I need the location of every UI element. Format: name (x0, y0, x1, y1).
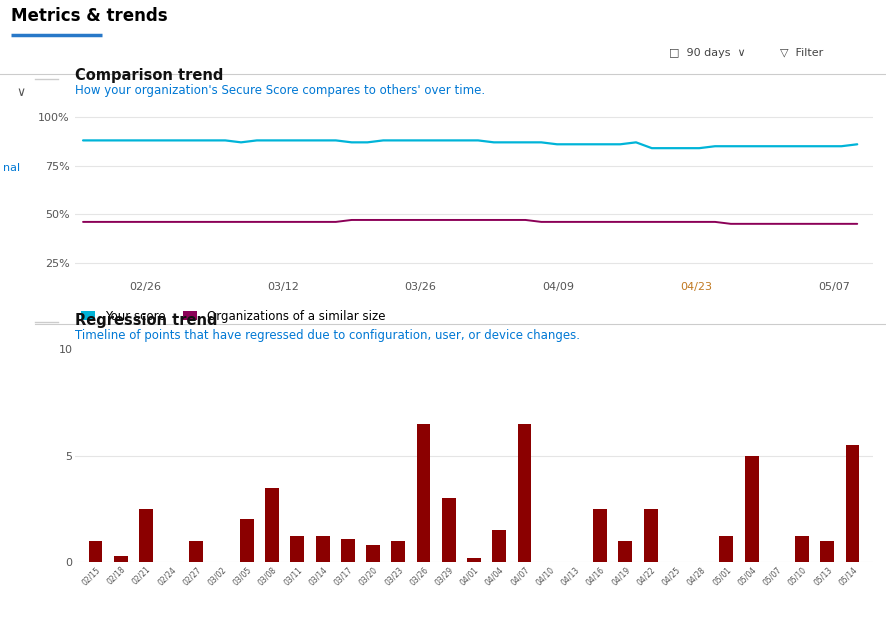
Bar (594, 509, 607, 562)
Bar (113, 556, 128, 562)
Bar (493, 530, 506, 562)
Text: Timeline of points that have regressed due to configuration, user, or device cha: Timeline of points that have regressed d… (75, 329, 580, 342)
Bar (416, 424, 431, 562)
Text: Regression trend: Regression trend (75, 312, 218, 328)
Bar (240, 519, 254, 562)
Bar (795, 537, 809, 562)
Bar (315, 537, 330, 562)
Bar (644, 509, 657, 562)
Bar (265, 488, 279, 562)
Bar (291, 537, 304, 562)
Text: Metrics & trends: Metrics & trends (11, 8, 167, 25)
Bar (845, 445, 859, 562)
Bar (719, 537, 734, 562)
Text: □  90 days  ∨: □ 90 days ∨ (669, 48, 745, 58)
Bar (467, 558, 481, 562)
Bar (392, 540, 405, 562)
Text: ▽  Filter: ▽ Filter (780, 48, 823, 58)
Bar (366, 545, 380, 562)
Bar (190, 540, 204, 562)
Bar (442, 498, 455, 562)
Bar (744, 456, 758, 562)
Legend: Your score, Organizations of a similar size: Your score, Organizations of a similar s… (82, 310, 385, 323)
Text: nal: nal (3, 163, 19, 173)
Bar (618, 540, 633, 562)
Bar (341, 538, 354, 562)
Bar (139, 509, 153, 562)
Text: ∨: ∨ (16, 86, 25, 98)
Bar (89, 540, 103, 562)
Text: Comparison trend: Comparison trend (75, 67, 223, 83)
Text: How your organization's Secure Score compares to others' over time.: How your organization's Secure Score com… (75, 84, 486, 97)
Bar (517, 424, 532, 562)
Bar (820, 540, 835, 562)
